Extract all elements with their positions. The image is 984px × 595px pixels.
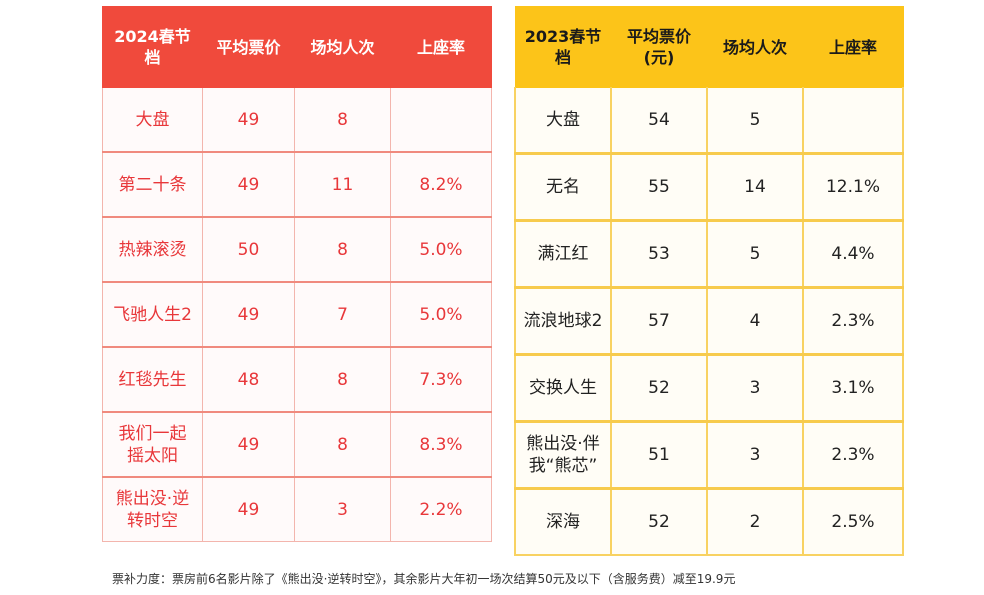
cell-price: 55 — [610, 153, 708, 222]
cell-attendance: 8 — [294, 412, 391, 478]
cell-film: 第二十条 — [102, 152, 203, 218]
cell-attendance: 2 — [706, 488, 804, 556]
header-occupancy: 上座率 — [390, 6, 492, 88]
table-row: 熊出没·逆转时空 49 3 2.2% — [102, 477, 492, 542]
cell-occupancy: 3.1% — [802, 354, 904, 423]
table-row: 流浪地球2 57 4 2.3% — [514, 287, 904, 356]
cell-price: 49 — [202, 282, 295, 348]
cell-occupancy: 8.3% — [390, 412, 492, 478]
table-2023-spring-festival: 2023春节档 平均票价(元) 场均人次 上座率 大盘 54 5 无名 55 1… — [514, 6, 904, 556]
cell-attendance: 8 — [294, 87, 391, 153]
table-2024-spring-festival: 2024春节档 平均票价 场均人次 上座率 大盘 49 8 第二十条 49 11… — [102, 6, 492, 542]
cell-occupancy: 2.2% — [390, 477, 492, 542]
header-occupancy: 上座率 — [802, 6, 904, 88]
cell-attendance: 5 — [706, 220, 804, 289]
table-row: 飞驰人生2 49 7 5.0% — [102, 282, 492, 348]
cell-price: 50 — [202, 217, 295, 283]
header-avg-attendance: 场均人次 — [294, 6, 391, 88]
table-header-row: 2023春节档 平均票价(元) 场均人次 上座率 — [514, 6, 904, 88]
cell-attendance: 7 — [294, 282, 391, 348]
cell-film: 无名 — [514, 153, 612, 222]
cell-price: 49 — [202, 412, 295, 478]
cell-film: 熊出没·伴我“熊芯” — [514, 421, 612, 490]
cell-attendance: 14 — [706, 153, 804, 222]
cell-film: 大盘 — [102, 87, 203, 153]
cell-attendance: 5 — [706, 87, 804, 155]
cell-film: 红毯先生 — [102, 347, 203, 413]
cell-attendance: 8 — [294, 347, 391, 413]
cell-film: 流浪地球2 — [514, 287, 612, 356]
cell-occupancy: 2.3% — [802, 287, 904, 356]
header-period: 2024春节档 — [102, 6, 203, 88]
header-avg-attendance: 场均人次 — [706, 6, 804, 88]
cell-attendance: 3 — [706, 421, 804, 490]
table-row: 满江红 53 5 4.4% — [514, 220, 904, 289]
table-row: 大盘 54 5 — [514, 87, 904, 155]
cell-occupancy: 8.2% — [390, 152, 492, 218]
table-row: 大盘 49 8 — [102, 87, 492, 153]
cell-price: 52 — [610, 354, 708, 423]
cell-occupancy — [390, 87, 492, 153]
table-row: 红毯先生 48 8 7.3% — [102, 347, 492, 413]
header-avg-price: 平均票价 — [202, 6, 295, 88]
table-row: 深海 52 2 2.5% — [514, 488, 904, 556]
cell-price: 49 — [202, 152, 295, 218]
cell-occupancy — [802, 87, 904, 155]
header-avg-price: 平均票价(元) — [610, 6, 708, 88]
cell-price: 54 — [610, 87, 708, 155]
cell-price: 49 — [202, 87, 295, 153]
cell-price: 57 — [610, 287, 708, 356]
table-row: 第二十条 49 11 8.2% — [102, 152, 492, 218]
cell-price: 48 — [202, 347, 295, 413]
cell-film: 我们一起摇太阳 — [102, 412, 203, 478]
cell-attendance: 4 — [706, 287, 804, 356]
cell-price: 52 — [610, 488, 708, 556]
cell-film: 热辣滚烫 — [102, 217, 203, 283]
table-row: 热辣滚烫 50 8 5.0% — [102, 217, 492, 283]
table-header-row: 2024春节档 平均票价 场均人次 上座率 — [102, 6, 492, 88]
header-period: 2023春节档 — [514, 6, 612, 88]
cell-attendance: 11 — [294, 152, 391, 218]
cell-price: 53 — [610, 220, 708, 289]
cell-attendance: 8 — [294, 217, 391, 283]
cell-film: 满江红 — [514, 220, 612, 289]
cell-occupancy: 7.3% — [390, 347, 492, 413]
table-row: 无名 55 14 12.1% — [514, 153, 904, 222]
cell-film: 交换人生 — [514, 354, 612, 423]
cell-occupancy: 4.4% — [802, 220, 904, 289]
cell-attendance: 3 — [294, 477, 391, 542]
cell-occupancy: 2.3% — [802, 421, 904, 490]
table-row: 我们一起摇太阳 49 8 8.3% — [102, 412, 492, 478]
cell-film: 熊出没·逆转时空 — [102, 477, 203, 542]
cell-occupancy: 5.0% — [390, 217, 492, 283]
cell-film: 深海 — [514, 488, 612, 556]
cell-occupancy: 12.1% — [802, 153, 904, 222]
cell-film: 飞驰人生2 — [102, 282, 203, 348]
cell-price: 49 — [202, 477, 295, 542]
cell-film: 大盘 — [514, 87, 612, 155]
table-row: 交换人生 52 3 3.1% — [514, 354, 904, 423]
footnote: 票补力度：票房前6名影片除了《熊出没·逆转时空》，其余影片大年初一场次结算50元… — [112, 572, 736, 586]
cell-occupancy: 5.0% — [390, 282, 492, 348]
cell-attendance: 3 — [706, 354, 804, 423]
cell-price: 51 — [610, 421, 708, 490]
table-row: 熊出没·伴我“熊芯” 51 3 2.3% — [514, 421, 904, 490]
cell-occupancy: 2.5% — [802, 488, 904, 556]
